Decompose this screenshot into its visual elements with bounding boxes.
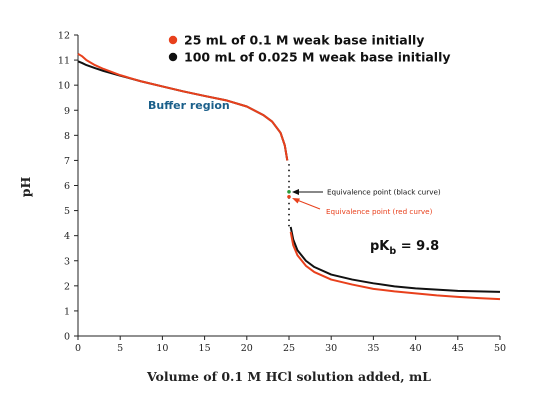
x-tick-label: 30	[325, 343, 337, 354]
y-tick-label: 6	[64, 181, 70, 192]
y-tick-label: 10	[58, 81, 70, 92]
equivalence-dot	[288, 224, 290, 227]
eq-black-arrowhead	[292, 189, 299, 195]
y-tick-label: 9	[64, 106, 70, 117]
series-group	[77, 52, 501, 301]
x-axis-title: Volume of 0.1 M HCl solution added, mL	[146, 369, 431, 384]
y-tick-label: 8	[64, 131, 70, 142]
x-tick-label: 25	[283, 343, 295, 354]
x-tick-label: 10	[156, 343, 168, 354]
legend-marker-red	[168, 35, 178, 45]
eq-red-arrowhead	[292, 198, 300, 204]
equivalence-dot	[288, 175, 290, 177]
equivalence-point-red	[287, 194, 291, 199]
pkb-label: pKb = 9.8	[370, 239, 439, 257]
y-tick-label: 2	[64, 281, 70, 292]
x-tick-label: 15	[199, 343, 211, 354]
y-tick-label: 4	[64, 231, 70, 242]
y-tick-label: 0	[64, 332, 70, 343]
x-tick-label: 0	[75, 343, 81, 354]
equivalence-dot	[288, 208, 290, 210]
pkb-value: = 9.8	[396, 239, 439, 254]
x-tick-label: 50	[494, 343, 506, 354]
legend: 25 mL of 0.1 M weak base initially 100 m…	[168, 33, 451, 65]
pkb-sub: b	[389, 246, 396, 257]
series-line-red-before	[77, 52, 289, 161]
legend-label-black: 100 mL of 0.025 M weak base initially	[184, 50, 451, 65]
y-tick-label: 12	[58, 31, 70, 42]
x-tick-label: 45	[452, 343, 464, 354]
series-line-red-after	[289, 231, 501, 301]
y-tick-label: 1	[64, 306, 70, 317]
y-axis-title: pH	[18, 177, 33, 198]
y-tick-label: 11	[58, 56, 70, 67]
buffer-region-label: Buffer region	[148, 99, 230, 112]
equivalence-dot	[288, 186, 290, 188]
x-tick-label: 20	[241, 343, 253, 354]
equivalence-dot	[288, 169, 290, 172]
y-tick-label: 5	[64, 206, 70, 217]
x-tick-label: 5	[117, 343, 123, 354]
equivalence-point-black	[287, 189, 291, 194]
y-tick-label: 3	[64, 256, 70, 267]
equivalence-dot	[288, 219, 290, 222]
legend-label-red: 25 mL of 0.1 M weak base initially	[184, 33, 424, 48]
x-ticks: 0 5 10 15 20 25 30 35 40 45 50	[75, 336, 506, 354]
eq-red-arrow	[296, 199, 321, 210]
x-tick-label: 35	[367, 343, 379, 354]
y-tick-label: 7	[64, 156, 70, 167]
equivalence-dot	[288, 213, 290, 216]
equivalence-dot	[288, 164, 290, 166]
series-line-black-after	[289, 226, 501, 293]
legend-marker-black	[168, 52, 178, 62]
pkb-main: pK	[370, 239, 390, 254]
eq-red-label: Equivalence point (red curve)	[326, 207, 433, 216]
equivalence-dot	[288, 180, 290, 183]
eq-black-label: Equivalence point (black curve)	[327, 188, 441, 197]
x-tick-label: 40	[410, 343, 422, 354]
equivalence-dot	[288, 202, 290, 205]
equivalence-annotations: Equivalence point (black curve) Equivale…	[292, 188, 441, 216]
